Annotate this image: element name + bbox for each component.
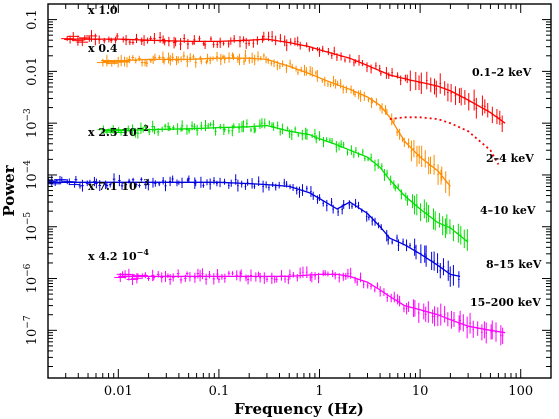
x-tick-label: 100: [508, 384, 533, 399]
x-tick-label: 10: [412, 384, 429, 399]
series-layer: [48, 30, 506, 346]
series-band-label: 2–4 keV: [486, 152, 534, 165]
y-tick-exponent: −7: [23, 315, 33, 329]
y-tick-label: 10−3: [23, 108, 40, 138]
x-tick-label: 0.1: [209, 384, 230, 399]
series-model-line: [118, 273, 506, 334]
multiplier-exponent: −4: [137, 247, 150, 257]
series-3: [48, 173, 461, 288]
multiplier-exponent: −3: [137, 177, 150, 187]
series-multiplier-label: x 2.5 10−2: [88, 123, 149, 139]
y-tick-base: 0.1: [25, 9, 40, 30]
multiplier-base: x 2.5 10: [88, 126, 137, 139]
y-tick-base: 10: [25, 329, 40, 346]
series-band-label: 8–15 keV: [486, 258, 542, 271]
y-tick-exponent: −3: [23, 108, 33, 122]
multiplier-exponent: −2: [137, 123, 149, 133]
series-multiplier-label: x 7.1 10−3: [88, 177, 149, 193]
series-2: [97, 118, 469, 251]
y-tick-exponent: −6: [23, 263, 33, 277]
x-tick-label: 0.01: [104, 384, 133, 399]
series-1: [96, 49, 451, 197]
y-tick-base: 10: [25, 225, 40, 242]
series-band-label: 15–200 keV: [470, 296, 541, 309]
series-labels: x 1.0 0.1–2 keV x 0.4 2–4 keV x 2.5 10−2 4–10…: [88, 4, 542, 309]
multiplier-base: x 1.0: [88, 4, 118, 17]
series-model-line: [102, 124, 469, 243]
multiplier-base: x 4.2 10: [88, 250, 137, 263]
y-tick-label: 10−7: [23, 315, 40, 345]
y-tick-label: 0.1: [25, 9, 40, 30]
y-axis-title: Power: [0, 164, 18, 216]
x-tick-label: 1: [315, 384, 323, 399]
y-tick-base: 10: [25, 173, 40, 190]
series-0: [61, 30, 506, 133]
series-4: [114, 266, 506, 346]
y-tick-exponent: −4: [23, 160, 33, 174]
y-tick-label: 0.01: [25, 57, 40, 86]
y-tick-label: 10−5: [23, 212, 40, 242]
multiplier-base: x 0.4: [88, 42, 118, 55]
series-model-line: [65, 38, 506, 124]
y-tick-base: 0.01: [25, 57, 40, 86]
y-tick-base: 10: [25, 122, 40, 139]
series-multiplier-label: x 4.2 10−4: [88, 247, 149, 263]
series-band-label: 0.1–2 keV: [472, 66, 532, 79]
series-band-label: 4–10 keV: [480, 204, 536, 217]
series-multiplier-label: x 1.0: [88, 4, 118, 17]
y-tick-base: 10: [25, 277, 40, 294]
series-multiplier-label: x 0.4: [88, 42, 118, 55]
x-axis-title: Frequency (Hz): [234, 400, 364, 418]
y-tick-label: 10−6: [23, 263, 40, 293]
multiplier-base: x 7.1 10: [88, 180, 137, 193]
reference-dotted-curve: [389, 116, 500, 165]
y-tick-label: 10−4: [23, 160, 40, 190]
y-tick-exponent: −5: [23, 212, 33, 226]
